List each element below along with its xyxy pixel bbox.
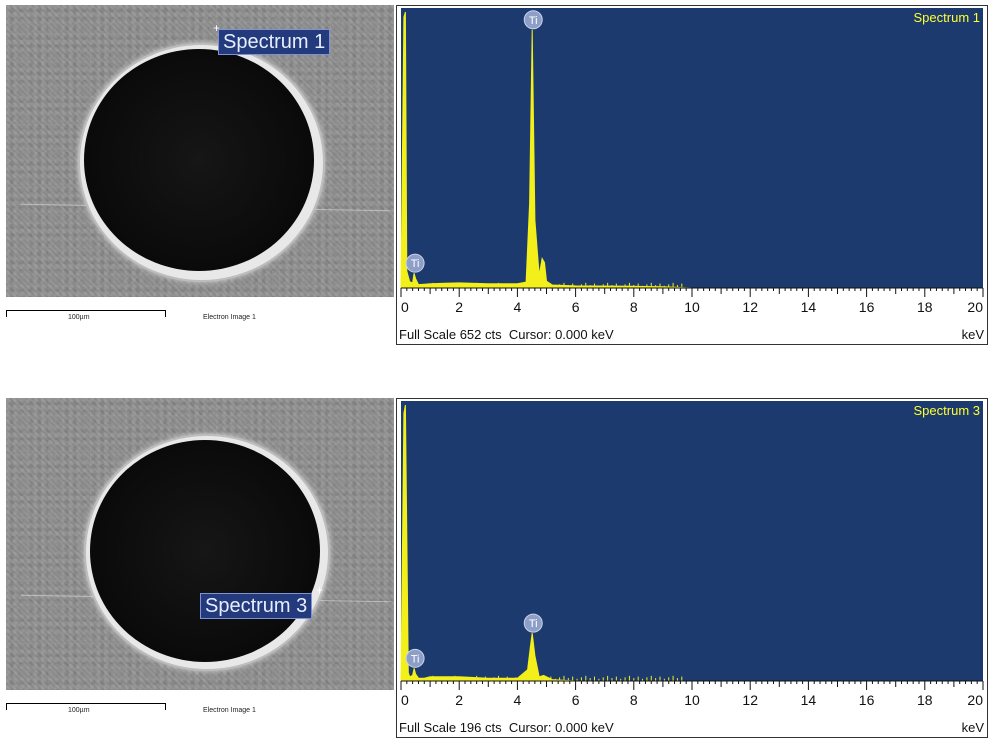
full-scale-readout: Full Scale 652 cts xyxy=(399,327,502,342)
spectrum-chart-1: Ti Ti Spectrum 1 0 2 4 6 8 10 12 14 16 18 20 xyxy=(400,8,984,315)
image-caption: Electron Image 1 xyxy=(203,314,256,321)
hole xyxy=(90,440,320,662)
x-tick-label: 10 xyxy=(684,299,700,315)
x-tick-label: 2 xyxy=(455,692,463,708)
spectrum-trace xyxy=(400,404,983,682)
peak-marker-icon xyxy=(523,613,543,633)
image-caption: Electron Image 1 xyxy=(203,707,256,714)
peak-label: Ti xyxy=(405,648,425,668)
plot-area xyxy=(401,8,983,288)
x-tick-label: 6 xyxy=(572,692,580,708)
scale-bar-area: 100µm Electron Image 1 xyxy=(6,698,394,718)
spectrum-chart-3: Ti Ti Spectrum 3 0 2 4 6 8 10 12 14 16 18 20 xyxy=(400,401,984,708)
x-tick-label: 20 xyxy=(967,692,983,708)
unit-label: keV xyxy=(961,327,984,342)
x-tick-label: 6 xyxy=(572,299,580,315)
hole xyxy=(84,49,314,271)
scale-bar-label: 100µm xyxy=(68,707,90,714)
electron-image-3: + Spectrum 3 xyxy=(6,398,394,690)
spectrum-marker-icon: + xyxy=(213,21,221,35)
x-tick-label: 8 xyxy=(630,692,638,708)
x-tick-label: 18 xyxy=(917,692,933,708)
x-tick-label: 0 xyxy=(401,299,409,315)
peak-marker-icon xyxy=(405,253,425,273)
peak-label-text: Ti xyxy=(411,653,420,665)
x-tick-label: 4 xyxy=(514,692,522,708)
peak-label-text: Ti xyxy=(529,15,538,27)
peak-marker-icon xyxy=(405,648,425,668)
x-tick-label: 12 xyxy=(742,692,758,708)
plot-area xyxy=(401,401,983,681)
spectrum-panel-1: Ti Ti Spectrum 1 0 2 4 6 8 10 12 14 16 18 20 Full Sca… xyxy=(396,5,988,345)
x-tick-label: 12 xyxy=(742,299,758,315)
x-tick-label: 16 xyxy=(859,692,875,708)
x-tick-label: 20 xyxy=(967,299,983,315)
spectrum-label: Spectrum 3 xyxy=(200,593,313,619)
x-tick-label: 14 xyxy=(801,299,817,315)
x-tick-label: 16 xyxy=(859,299,875,315)
scale-bar-area: 100µm Electron Image 1 xyxy=(6,305,394,325)
x-tick-label: 4 xyxy=(514,299,522,315)
panel-row-1: + Spectrum 1 100µm Electron Image 1 Ti Ti… xyxy=(0,5,988,350)
x-tick-label: 0 xyxy=(401,692,409,708)
spectrum-label: Spectrum 1 xyxy=(218,29,331,55)
spectrum-name: Spectrum 3 xyxy=(914,403,980,418)
x-tick-label: 2 xyxy=(455,299,463,315)
spectrum-marker-icon: + xyxy=(316,583,324,597)
panel-row-2: + Spectrum 3 100µm Electron Image 1 Ti Ti… xyxy=(0,398,988,743)
unit-label: keV xyxy=(961,720,984,735)
peak-label: Ti xyxy=(405,253,425,273)
cursor-readout: Cursor: 0.000 keV xyxy=(508,327,614,342)
x-tick-label: 8 xyxy=(630,299,638,315)
spectrum-footer: Full Scale 196 cts Cursor: 0.000 keV xyxy=(399,720,614,735)
peak-label-text: Ti xyxy=(411,258,420,270)
x-tick-label: 18 xyxy=(917,299,933,315)
spectrum-name: Spectrum 1 xyxy=(914,10,980,25)
spectrum-footer: Full Scale 652 cts Cursor: 0.000 keV xyxy=(399,327,614,342)
x-tick-label: 14 xyxy=(801,692,817,708)
scale-bar xyxy=(6,310,166,317)
peak-label: Ti xyxy=(523,613,543,633)
scale-bar-label: 100µm xyxy=(68,314,90,321)
x-tick-label: 10 xyxy=(684,692,700,708)
peak-marker-icon xyxy=(523,10,543,30)
cursor-readout: Cursor: 0.000 keV xyxy=(508,720,614,735)
electron-image-1: + Spectrum 1 xyxy=(6,5,394,297)
full-scale-readout: Full Scale 196 cts xyxy=(399,720,502,735)
peak-label: Ti xyxy=(523,10,543,30)
spectrum-panel-3: Ti Ti Spectrum 3 0 2 4 6 8 10 12 14 16 18 20 Full Sca… xyxy=(396,398,988,738)
peak-label-text: Ti xyxy=(529,618,538,630)
scale-bar xyxy=(6,703,166,710)
